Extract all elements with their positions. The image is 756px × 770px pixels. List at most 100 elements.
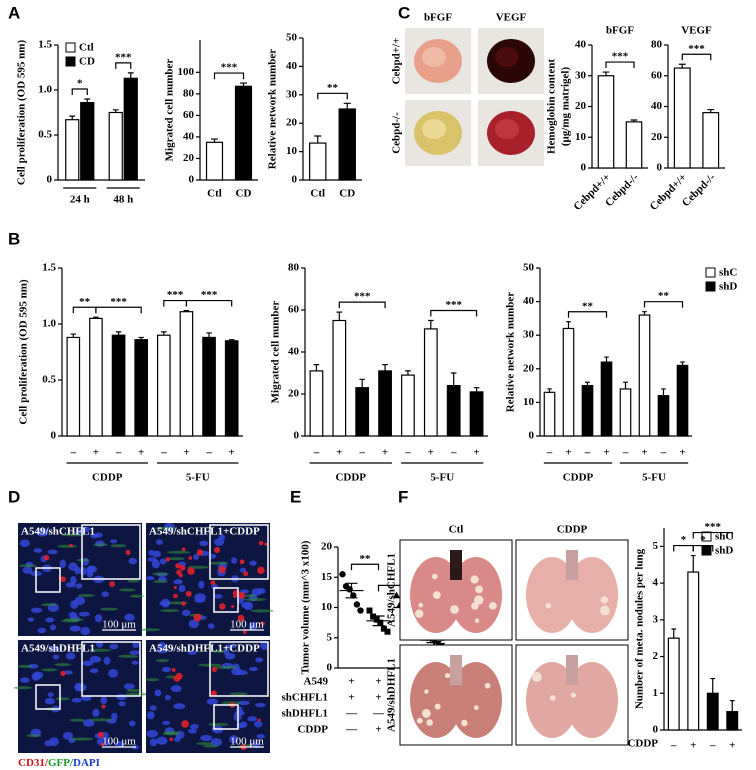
nucleus [174,736,181,742]
nucleus [260,641,269,650]
gfp [89,718,113,722]
x-tick-label: – [160,447,167,459]
error-bar [183,309,190,312]
nucleus [27,663,39,669]
y-tick-label: 20 [183,152,195,164]
photo-label: A549/shCHFL1 [21,526,95,538]
cd31 [69,543,73,548]
nucleus [115,693,127,701]
error-bar [70,333,77,338]
x-tick-label: – [622,447,629,459]
nucleus [115,740,124,748]
y-tick-label: 50 [286,32,298,44]
panel-letter: A [8,3,20,22]
cd31 [193,613,202,622]
nucleus [44,697,55,705]
x-tick-label: – [709,740,716,752]
cd31 [185,590,192,597]
y-tick-label: 0 [653,724,659,736]
error-bar [112,109,119,113]
y-axis-label: Tumor volume (mm^3 x100) [300,540,312,674]
bar [205,141,224,181]
nucleus [156,539,163,545]
significance-label: * [700,534,706,546]
chart-title: bFGF [606,25,634,37]
point [353,601,361,608]
point [366,607,373,614]
nucleus [49,645,60,653]
gfp [167,550,191,554]
nucleus [118,701,126,707]
roi [213,704,239,730]
stain-label: DAPI [73,757,100,769]
nodule [434,703,441,710]
nodule [421,708,431,718]
nucleus [194,598,206,603]
nucleus [27,617,35,622]
error-bar [710,677,716,694]
condition-value: + [375,692,381,704]
roi [213,587,239,613]
nucleus [223,648,230,656]
bar [667,637,680,731]
tissue-highlight [422,119,446,139]
y-tick-label: 40 [183,130,195,142]
lung-left [410,662,462,738]
panel-letter: D [8,487,20,506]
x-tick-label: + [603,447,609,459]
nucleus [199,540,209,547]
nucleus [79,567,87,576]
nodule [489,601,497,610]
significance-bracket [567,311,608,318]
y-tick-label: 20 [651,131,663,143]
nucleus [151,559,160,569]
nucleus [145,576,155,581]
point [380,625,387,632]
nucleus [149,738,158,747]
x-tick-label: + [641,447,647,459]
gfp [61,533,85,537]
nucleus [89,668,99,674]
nucleus [52,654,60,660]
nodule [415,609,424,618]
cd31 [100,742,105,747]
bar [726,711,739,731]
gfp [140,628,161,632]
nucleus [162,720,171,725]
nucleus [69,625,81,632]
gfp [127,579,140,583]
gfp [202,744,219,748]
nucleus [225,644,237,649]
cd31 [171,667,176,672]
nucleus [178,584,186,593]
gfp [124,692,149,696]
bar [657,395,670,437]
bar [123,77,138,181]
cd31 [264,542,268,546]
nodule [416,717,423,724]
y-tick-label: 60 [288,304,300,316]
error-bar [127,72,134,79]
nucleus [189,724,199,730]
lung-right [566,662,618,738]
nucleus [181,609,191,617]
nucleus [249,667,259,672]
nucleus [110,539,118,544]
bar [597,75,615,169]
nucleus [78,611,90,617]
y-tick-label: 1.5 [42,262,56,274]
nucleus [82,526,91,533]
gfp [208,561,229,565]
error-bar [359,378,365,388]
point [373,616,380,623]
significance-label: ** [327,82,339,94]
gfp [60,619,80,623]
bar [673,67,691,169]
nucleus [210,737,222,747]
photo-row-label: A549/shDHFL1 [386,658,398,732]
bar [309,370,324,437]
nucleus [247,716,257,722]
significance-bracket [317,92,348,100]
trachea [450,550,462,580]
group-label: 5-FU [430,472,454,484]
